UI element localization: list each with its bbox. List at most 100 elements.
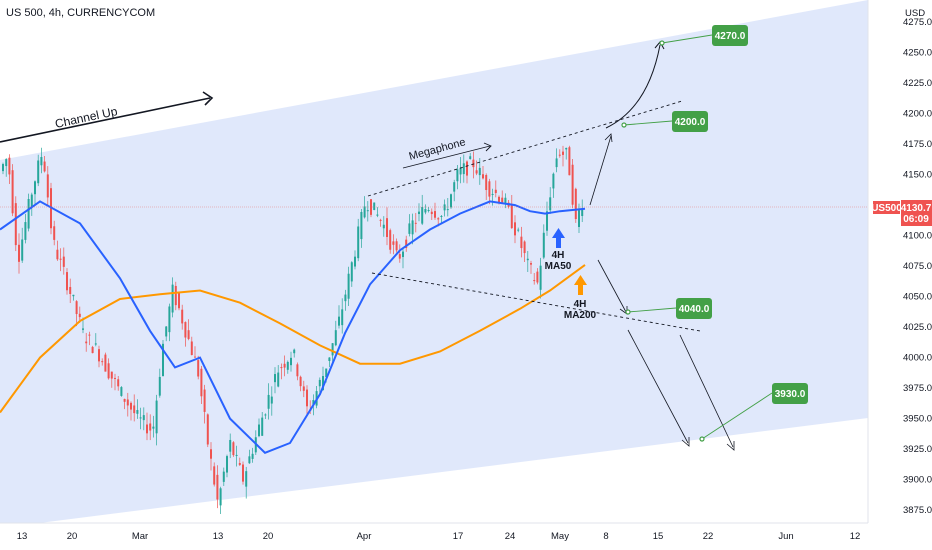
x-tick-label: 13 [17, 531, 28, 542]
candle-body [517, 229, 520, 231]
y-tick-label: 3925.0 [903, 444, 932, 455]
candle-body [488, 181, 491, 197]
candle-body [66, 272, 68, 291]
ma50-label: MA50 [545, 261, 572, 272]
candle-body [475, 170, 478, 174]
candle-body [485, 175, 488, 191]
candle-body [546, 211, 548, 231]
candle-body [136, 410, 139, 414]
channel-up-arrowhead [202, 91, 214, 106]
candle-body [344, 294, 347, 302]
candle-body [478, 167, 481, 176]
target-dot [699, 436, 705, 442]
candle-body [46, 174, 49, 198]
candle-body [78, 313, 81, 318]
x-tick-label: 8 [603, 531, 608, 542]
y-tick-label: 4200.0 [903, 109, 932, 120]
y-tick-label: 3975.0 [903, 383, 932, 394]
candle-body [341, 309, 344, 326]
candle-body [354, 256, 356, 267]
candle-body [286, 361, 289, 370]
x-tick-label: May [551, 531, 569, 542]
candle-body [216, 474, 219, 500]
candle-body [360, 211, 363, 240]
candle-body [219, 488, 222, 506]
candle-body [450, 194, 452, 208]
candlesticks [2, 145, 584, 515]
candle-body [18, 244, 20, 262]
candle-body [434, 211, 436, 218]
candle-body [123, 398, 126, 402]
x-tick-label: Jun [778, 531, 793, 542]
y-tick-label: 4025.0 [903, 322, 932, 333]
candle-body [155, 400, 158, 434]
candle-body [402, 251, 404, 258]
candle-body [373, 202, 376, 210]
y-tick-label: 4150.0 [903, 170, 932, 181]
symbol-tag [873, 201, 900, 214]
ma50-up-arrow [552, 228, 565, 248]
candle-body [114, 377, 116, 379]
candle-body [581, 208, 584, 217]
candle-body [382, 224, 385, 229]
candle-body [283, 363, 286, 368]
x-tick-label: 24 [505, 531, 516, 542]
candle-body [235, 454, 238, 456]
candle-body [168, 306, 171, 333]
candle-body [277, 372, 280, 387]
candle-body [120, 387, 123, 396]
ma50-timeframe: 4H [552, 250, 565, 261]
candle-body [466, 161, 468, 176]
candle-body [328, 357, 331, 361]
candle-body [392, 241, 395, 245]
target-label: 4040.0 [679, 304, 710, 315]
candle-body [238, 463, 241, 465]
y-tick-label: 4175.0 [903, 139, 932, 150]
candle-body [350, 262, 353, 282]
candle-body [290, 357, 292, 366]
candle-body [142, 415, 145, 421]
candle-body [82, 328, 84, 330]
candle-body [280, 367, 283, 369]
x-tick-label: 20 [263, 531, 274, 542]
candle-body [338, 316, 340, 326]
candle-body [261, 417, 264, 436]
candle-body [267, 394, 270, 409]
candle-body [27, 199, 30, 229]
candle-body [206, 414, 209, 445]
axis-currency: USD [905, 8, 925, 19]
candle-body [565, 147, 568, 150]
candle-body [152, 426, 155, 429]
price-tag-countdown: 06:09 [903, 214, 929, 225]
candle-body [574, 188, 577, 220]
candle-body [264, 414, 267, 416]
megaphone-arrowhead [483, 142, 492, 152]
candle-body [322, 376, 324, 390]
candle-body [21, 239, 24, 261]
ma200-timeframe: 4H [574, 299, 587, 310]
candle-body [562, 151, 564, 155]
candle-body [296, 364, 299, 377]
candle-body [325, 368, 328, 377]
candle-body [107, 363, 110, 379]
candle-body [366, 210, 369, 212]
candle-body [72, 294, 75, 297]
channel-up-label: Channel Up [54, 104, 119, 131]
candle-body [408, 223, 411, 234]
candle-body [299, 376, 302, 387]
candle-body [8, 157, 11, 175]
candle-body [2, 164, 4, 172]
projection-3930-a [627, 329, 689, 444]
megaphone-lower-line [371, 272, 701, 332]
candle-body [62, 256, 65, 267]
candle-body [331, 343, 334, 356]
candle-body [357, 226, 360, 259]
candle-body [85, 341, 88, 344]
candle-body [110, 371, 113, 379]
x-tick-label: Apr [357, 531, 372, 542]
candle-body [469, 156, 472, 159]
target-label: 4270.0 [715, 31, 746, 42]
target-box [772, 383, 808, 404]
candle-body [440, 215, 443, 217]
